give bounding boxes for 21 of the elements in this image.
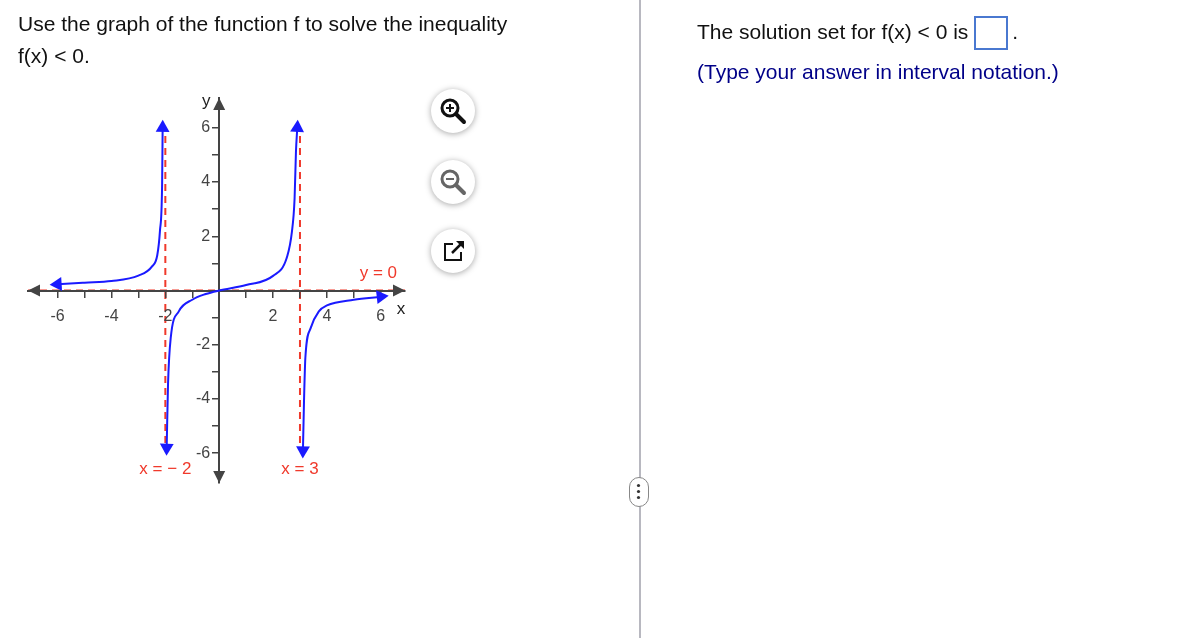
x-tick-label: 4: [322, 306, 332, 324]
y-tick-label: 2: [201, 226, 211, 244]
y-tick-label: -2: [195, 335, 211, 353]
y-tick-label: 6: [201, 118, 211, 136]
ref-line-label: y = 0: [359, 263, 397, 283]
x-tick-label: -6: [50, 306, 65, 324]
text: (Type your answer in interval notation.): [697, 59, 1059, 85]
y-tick-label: -4: [195, 389, 211, 407]
x-tick-label: 2: [268, 306, 278, 324]
x-axis-title: x: [396, 299, 406, 319]
chart-title: Use the graph of the function f to solve the inequality f(x) < 0.: [18, 11, 509, 69]
ref-line-label: x = − 2: [139, 458, 192, 478]
text: The solution set for f(x) < 0 is: [697, 20, 969, 43]
y-tick-label: 4: [201, 172, 211, 190]
y-axis-title: y: [201, 90, 211, 110]
x-tick-label: -4: [104, 306, 119, 324]
y-tick-label: -6: [195, 443, 211, 461]
ref-line-label: x = 3: [281, 458, 319, 478]
text: .: [1012, 20, 1019, 43]
x-tick-label: 6: [376, 306, 386, 324]
x-tick-label: -2: [158, 306, 173, 324]
